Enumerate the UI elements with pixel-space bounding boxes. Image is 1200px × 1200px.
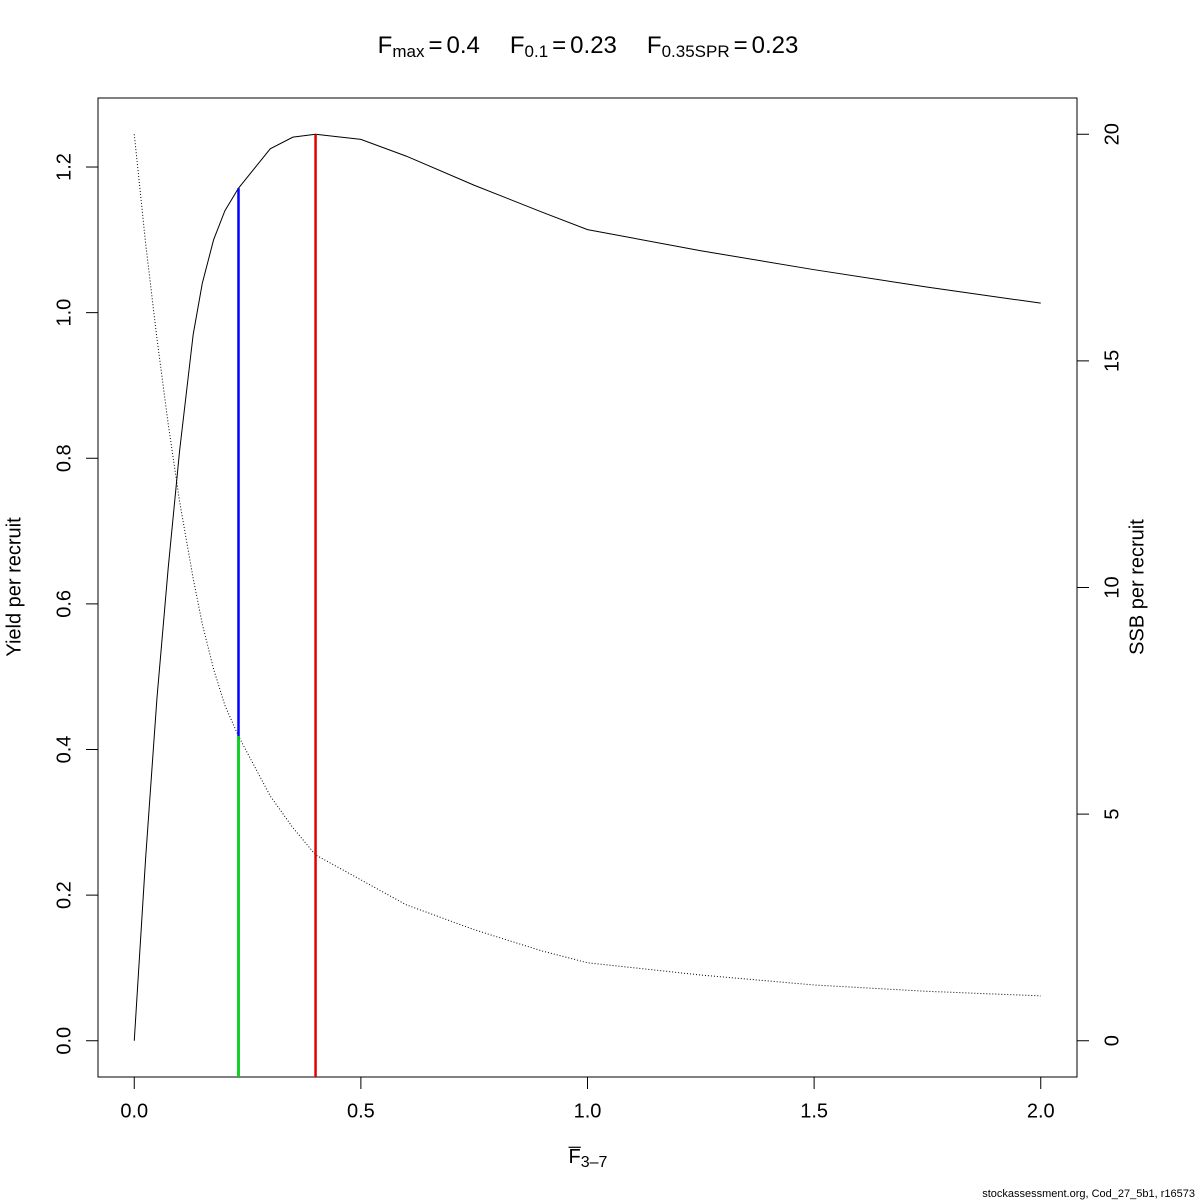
y-tick-label: 0.0 bbox=[53, 1027, 75, 1055]
y-tick-label: 0.6 bbox=[53, 590, 75, 618]
title-subscript: 0.1 bbox=[525, 42, 549, 61]
x-tick-label: 2.0 bbox=[1027, 1100, 1055, 1122]
y2-axis-label: SSB per recruit bbox=[1126, 519, 1148, 655]
x-tick-label: 1.5 bbox=[800, 1100, 828, 1122]
y2-tick-label: 20 bbox=[1101, 123, 1123, 145]
plot-frame bbox=[97, 97, 1078, 1078]
ssb-line bbox=[133, 134, 1041, 997]
y-tick-label: 0.4 bbox=[53, 736, 75, 764]
title-symbol: F bbox=[647, 32, 662, 59]
y-tick-label: 1.2 bbox=[53, 153, 75, 181]
title-relation: = bbox=[428, 32, 442, 59]
y2-tick-label: 10 bbox=[1101, 576, 1123, 598]
title-relation: = bbox=[734, 32, 748, 59]
y-tick-label: 0.8 bbox=[53, 444, 75, 472]
title-symbol: F bbox=[510, 32, 525, 59]
title-value: 0.23 bbox=[570, 32, 617, 59]
x-axis-label: F3–7 bbox=[569, 1146, 608, 1171]
y-tick-label: 0.2 bbox=[53, 881, 75, 909]
title-relation: = bbox=[552, 32, 566, 59]
y-axis-label: Yield per recruit bbox=[3, 517, 25, 657]
title-symbol: F bbox=[378, 32, 393, 59]
chart-title: Fmax = 0.4 F0.1 = 0.23 F0.35SPR = 0.23 bbox=[378, 32, 799, 61]
y2-tick-label: 15 bbox=[1101, 350, 1123, 372]
x-label-symbol: F bbox=[569, 1146, 581, 1168]
x-label-subscript: 3–7 bbox=[581, 1154, 608, 1171]
x-tick-label: 0.5 bbox=[347, 1100, 375, 1122]
x-tick-label: 0.0 bbox=[120, 1100, 148, 1122]
title-subscript: 0.35SPR bbox=[662, 42, 730, 61]
footer: stockassessment.org, Cod_27_5b1, r16573 bbox=[982, 1188, 1195, 1200]
y2-tick-label: 5 bbox=[1101, 809, 1123, 820]
title-value: 0.4 bbox=[446, 32, 479, 59]
title-subscript: max bbox=[392, 42, 425, 61]
y-tick-label: 1.0 bbox=[53, 299, 75, 327]
y2-tick-label: 0 bbox=[1101, 1035, 1123, 1046]
title-value: 0.23 bbox=[752, 32, 799, 59]
x-tick-label: 1.0 bbox=[574, 1100, 602, 1122]
ypr-line bbox=[133, 133, 1041, 1041]
